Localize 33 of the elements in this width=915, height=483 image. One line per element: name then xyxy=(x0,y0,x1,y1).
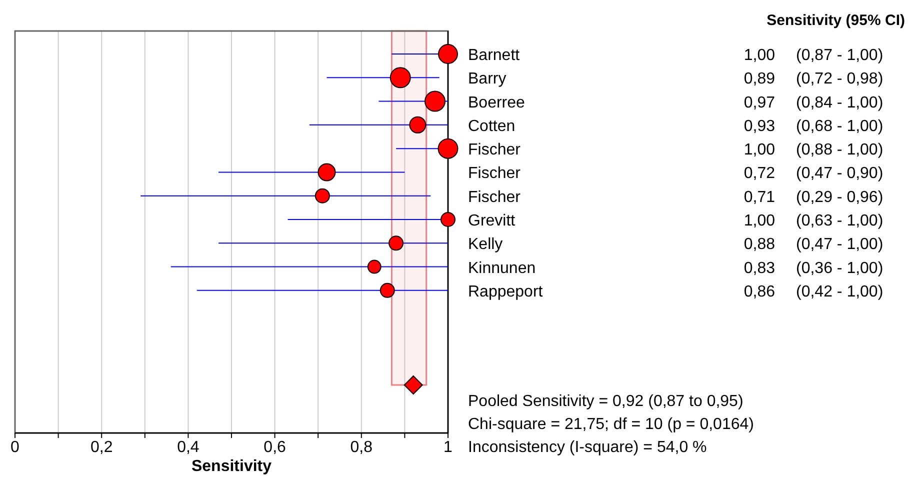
y-tick-label: Kinnunen xyxy=(468,260,536,277)
y-tick-label: Fischer xyxy=(468,188,522,206)
text: 0,86 (0,42 - 1,00) xyxy=(744,283,884,300)
y-tick-label: Boerree xyxy=(468,94,526,112)
text: 0,89 (0,72 - 0,98) xyxy=(744,70,884,88)
x-tick-label: 0,6 xyxy=(264,439,286,456)
x-tick-label: 1 xyxy=(444,439,453,456)
x-tick-label: 0,4 xyxy=(177,439,200,456)
text: 0,93 (0,68 - 1,00) xyxy=(744,118,884,135)
y-tick-label: Kelly xyxy=(468,236,503,254)
text: Chi-square = 21,75; df = 10 (p = 0,0164) xyxy=(468,416,754,433)
y-tick-label: Cotten xyxy=(468,118,516,135)
y-tick-label: Rappeport xyxy=(468,283,544,300)
y-tick-label: Barry xyxy=(468,70,506,88)
text: 1,00 (0,88 - 1,00) xyxy=(744,142,884,159)
legend-title: Sensitivity (95% CI) xyxy=(766,12,905,29)
text: 0,72 (0,47 - 0,90) xyxy=(744,165,884,182)
x-tick-label: 0,8 xyxy=(350,439,373,456)
y-tick-label: Fischer xyxy=(468,165,522,182)
text: 1,00 (0,87 - 1,00) xyxy=(744,47,884,64)
text: 0,71 (0,29 - 0,96) xyxy=(744,188,884,206)
y-tick-label: Fischer xyxy=(468,142,522,159)
text: Inconsistency (I-square) = 54,0 % xyxy=(468,439,707,456)
x-tick-label: 0 xyxy=(10,439,20,456)
x-tick-label: 0,2 xyxy=(90,439,113,456)
text: 0,97 (0,84 - 1,00) xyxy=(744,94,884,112)
y-tick-label: Grevitt xyxy=(468,212,516,230)
text: Pooled Sensitivity = 0,92 (0,87 to 0,95) xyxy=(468,393,744,410)
y-tick-label: Barnett xyxy=(468,47,520,64)
text: 0,88 (0,47 - 1,00) xyxy=(744,236,884,254)
text: 0,83 (0,36 - 1,00) xyxy=(744,260,884,277)
x-axis-title: Sensitivity xyxy=(191,458,272,475)
text: 1,00 (0,63 - 1,00) xyxy=(744,212,884,230)
